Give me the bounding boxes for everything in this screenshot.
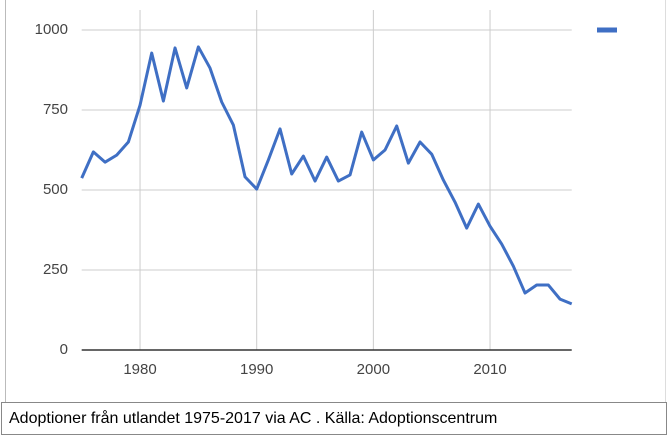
y-tick-label: 0 xyxy=(60,341,68,358)
caption-box xyxy=(1,402,667,435)
caption: Adoptioner från utlandet 1975-2017 via A… xyxy=(9,409,497,427)
y-tick-label: 500 xyxy=(43,181,68,198)
x-tick-label: 2000 xyxy=(357,361,390,378)
y-tick-label: 250 xyxy=(43,261,68,278)
x-tick-label: 2010 xyxy=(473,361,506,378)
y-tick-label: 750 xyxy=(43,101,68,118)
x-tick-label: 1990 xyxy=(240,361,273,378)
y-tick-label: 1000 xyxy=(35,21,68,38)
x-tick-label: 1980 xyxy=(123,361,156,378)
series-line xyxy=(80,45,573,306)
